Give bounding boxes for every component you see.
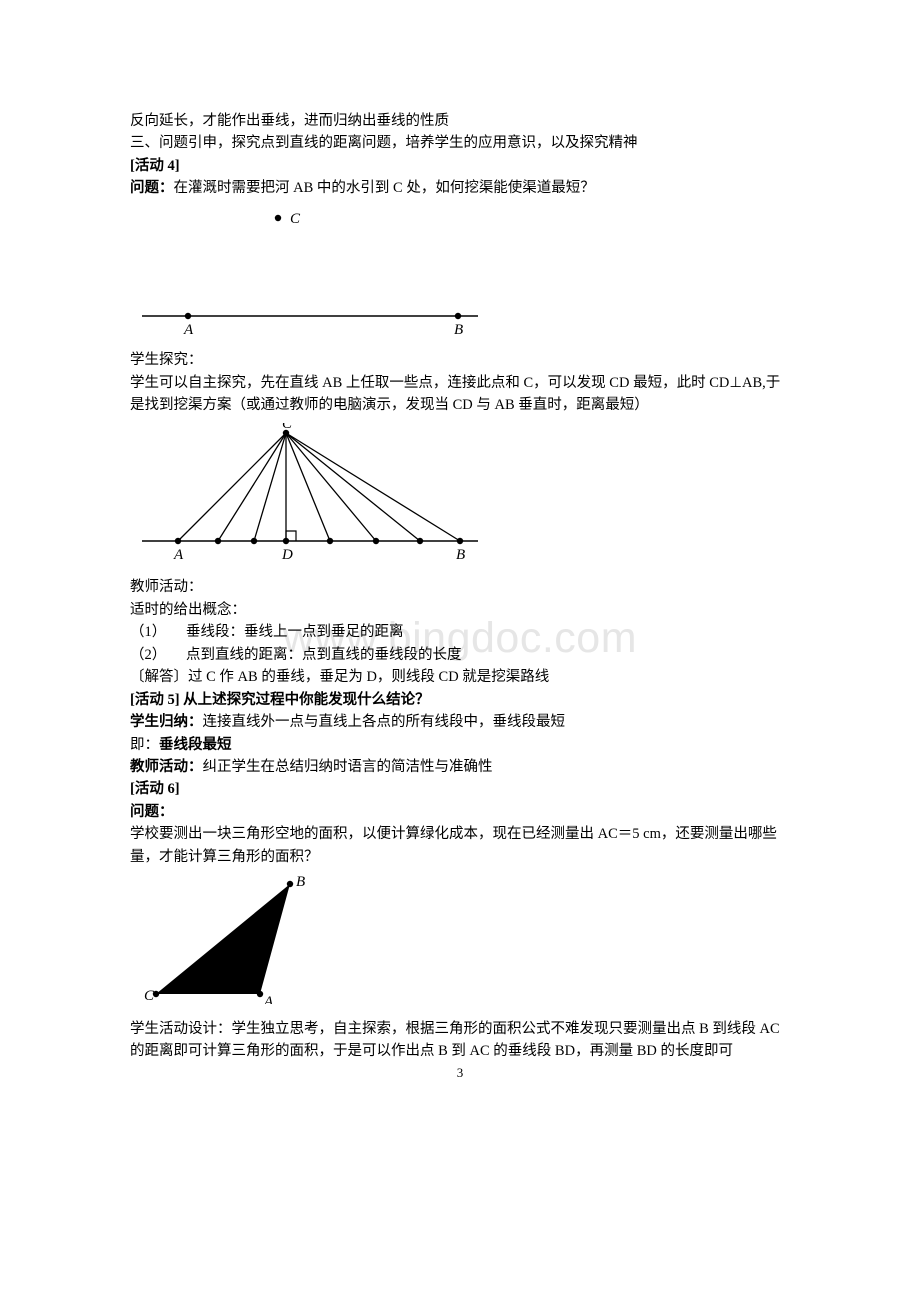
svg-text:A: A — [183, 322, 194, 336]
svg-text:A: A — [173, 547, 184, 563]
concept-2-num: （2） — [130, 644, 186, 666]
student-summary-body: 连接直线外一点与直线上各点的所有线段中，垂线段最短 — [203, 714, 566, 730]
activity-6-question-body: 学校要测出一块三角形空地的面积，以便计算绿化成本，现在已经测量出 AC＝5 cm… — [130, 823, 790, 868]
svg-text:A: A — [263, 994, 274, 1004]
svg-text:C: C — [290, 211, 301, 227]
give-concept: 适时的给出概念： — [130, 599, 790, 621]
diagram-river-point: A B C — [140, 206, 790, 343]
teacher-activity-2-body: 纠正学生在总结归纳时语言的简洁性与准确性 — [203, 759, 493, 775]
teacher-activity-label: 教师活动： — [130, 576, 790, 598]
answer-line: 〔解答〕过 C 作 AB 的垂线，垂足为 D，则线段 CD 就是挖渠路线 — [130, 666, 790, 688]
question-label: 问题： — [130, 180, 174, 196]
svg-text:B: B — [454, 322, 463, 336]
teacher-activity-2-label: 教师活动： — [130, 759, 203, 775]
concept-1-body: 垂线段：垂线上一点到垂足的距离 — [186, 624, 404, 640]
ie-label: 即： — [130, 737, 159, 753]
svg-text:B: B — [456, 547, 465, 563]
student-explore-body: 学生可以自主探究，先在直线 AB 上任取一些点，连接此点和 C，可以发现 CD … — [130, 372, 790, 417]
concept-1-num: （1） — [130, 621, 186, 643]
page-number: 3 — [0, 1063, 920, 1083]
concept-2: （2）点到直线的距离：点到直线的垂线段的长度 — [130, 644, 790, 666]
student-summary-label: 学生归纳： — [130, 714, 203, 730]
diagram-segments: C A D B — [140, 423, 790, 570]
svg-text:D: D — [281, 547, 293, 563]
svg-text:B: B — [296, 874, 305, 890]
ie-line: 即：垂线段最短 — [130, 734, 790, 756]
svg-text:C: C — [282, 423, 293, 432]
activity-5-title: [活动 5] 从上述探究过程中你能发现什么结论？ — [130, 689, 790, 711]
para-intro-1: 反向延长，才能作出垂线，进而归纳出垂线的性质 — [130, 110, 790, 132]
student-summary: 学生归纳：连接直线外一点与直线上各点的所有线段中，垂线段最短 — [130, 711, 790, 733]
student-explore-label: 学生探究： — [130, 349, 790, 371]
question-body: 在灌溉时需要把河 AB 中的水引到 C 处，如何挖渠能使渠道最短？ — [174, 180, 595, 196]
ie-body: 垂线段最短 — [159, 737, 232, 753]
document-body: 反向延长，才能作出垂线，进而归纳出垂线的性质 三、问题引申，探究点到直线的距离问… — [130, 110, 790, 1063]
concept-2-body: 点到直线的距离：点到直线的垂线段的长度 — [186, 647, 462, 663]
svg-text:C: C — [144, 988, 155, 1004]
para-intro-2: 三、问题引申，探究点到直线的距离问题，培养学生的应用意识，以及探究精神 — [130, 132, 790, 154]
activity-6-title: [活动 6] — [130, 778, 790, 800]
teacher-activity-2: 教师活动：纠正学生在总结归纳时语言的简洁性与准确性 — [130, 756, 790, 778]
activity-4-title: [活动 4] — [130, 155, 790, 177]
diagram-triangle: C B A — [140, 874, 790, 1011]
activity-6-question-label: 问题： — [130, 801, 790, 823]
activity-4-question: 问题：在灌溉时需要把河 AB 中的水引到 C 处，如何挖渠能使渠道最短？ — [130, 177, 790, 199]
concept-1: （1）垂线段：垂线上一点到垂足的距离 — [130, 621, 790, 643]
student-design: 学生活动设计：学生独立思考，自主探索，根据三角形的面积公式不难发现只要测量出点 … — [130, 1018, 790, 1063]
